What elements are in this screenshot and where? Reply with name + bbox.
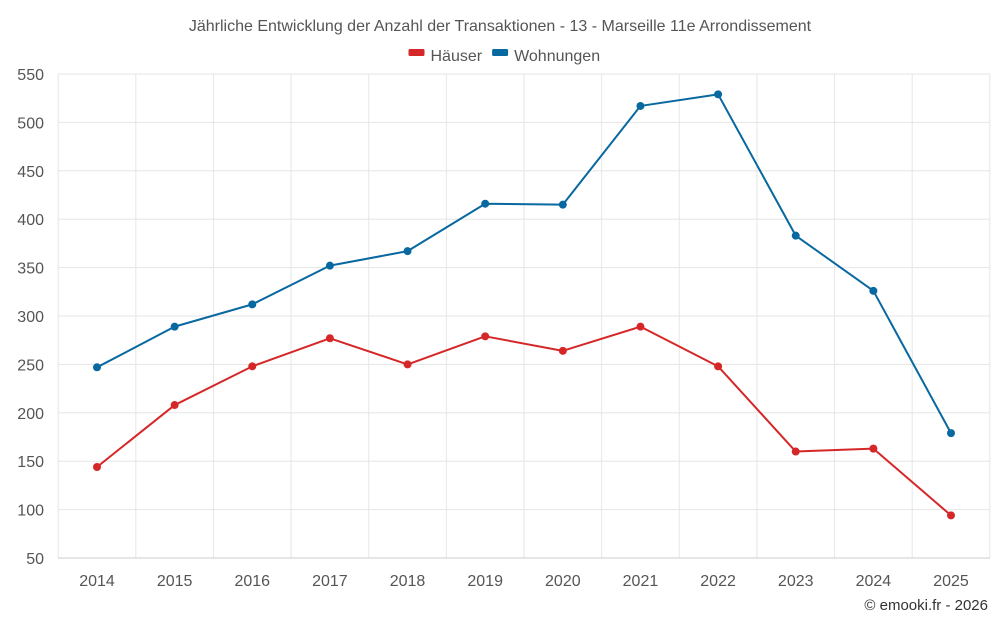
- data-point[interactable]: [93, 363, 101, 372]
- legend-swatch: [408, 49, 425, 56]
- data-point[interactable]: [947, 429, 955, 438]
- legend-swatch: [492, 49, 509, 56]
- data-point[interactable]: [791, 447, 800, 456]
- data-point[interactable]: [558, 346, 567, 355]
- data-point[interactable]: [170, 401, 179, 410]
- series-1: [93, 90, 955, 438]
- y-tick-label: 500: [17, 115, 44, 132]
- y-tick-label: 200: [17, 406, 44, 423]
- legend-label: Häuser: [431, 48, 483, 65]
- y-tick-label: 300: [17, 309, 44, 326]
- legend-item-1[interactable]: Wohnungen: [492, 48, 600, 65]
- data-point[interactable]: [248, 300, 257, 309]
- y-tick-label: 50: [26, 551, 44, 568]
- chart-credit: © emooki.fr - 2026: [864, 597, 988, 614]
- series-line: [96, 325, 952, 517]
- x-tick-label: 2016: [234, 573, 270, 590]
- data-point[interactable]: [558, 200, 567, 209]
- data-point[interactable]: [636, 322, 645, 331]
- x-tick-label: 2023: [778, 573, 814, 590]
- y-tick-label: 550: [17, 67, 44, 84]
- x-tick-label: 2015: [157, 573, 193, 590]
- data-point[interactable]: [325, 334, 334, 343]
- data-point[interactable]: [325, 261, 334, 270]
- data-point[interactable]: [869, 286, 878, 295]
- legend-label: Wohnungen: [514, 48, 600, 65]
- x-tick-label: 2017: [312, 573, 348, 590]
- data-point[interactable]: [248, 362, 257, 371]
- series-layer: [93, 90, 955, 520]
- y-tick-label: 150: [17, 454, 44, 471]
- data-point[interactable]: [714, 362, 723, 371]
- x-tick-label: 2022: [700, 573, 736, 590]
- y-tick-label: 250: [17, 357, 44, 374]
- y-tick-label: 100: [17, 503, 44, 520]
- data-point[interactable]: [170, 322, 179, 331]
- series-0: [93, 322, 955, 520]
- legend: Häuser Wohnungen: [408, 48, 600, 65]
- grid: [57, 73, 991, 558]
- data-point[interactable]: [403, 360, 412, 369]
- legend-item-0[interactable]: Häuser: [408, 48, 483, 65]
- x-tick-label: 2019: [467, 573, 503, 590]
- data-point[interactable]: [636, 101, 645, 110]
- data-point[interactable]: [947, 511, 955, 520]
- chart-title: Jährliche Entwicklung der Anzahl der Tra…: [189, 18, 812, 35]
- x-tick-label: 2014: [79, 573, 115, 590]
- y-tick-label: 350: [17, 261, 44, 278]
- series-line: [96, 93, 952, 434]
- y-tick-label: 400: [17, 212, 44, 229]
- y-tick-label: 450: [17, 164, 44, 181]
- data-point[interactable]: [791, 231, 800, 240]
- x-tick-label: 2020: [545, 573, 581, 590]
- x-tick-label: 2025: [933, 573, 969, 590]
- x-tick-label: 2024: [856, 573, 892, 590]
- x-axis: 2014 2015 2016 2017 2018 2019 2020 2021 2022 2023…: [58, 557, 990, 590]
- y-axis: 50 100 150 200 250 300 350 400 450 500 550: [17, 67, 44, 568]
- x-tick-label: 2021: [623, 573, 659, 590]
- data-point[interactable]: [714, 90, 723, 99]
- data-point[interactable]: [403, 247, 412, 256]
- data-point[interactable]: [481, 199, 490, 208]
- x-tick-label: 2018: [390, 573, 426, 590]
- data-point[interactable]: [93, 463, 101, 472]
- data-point[interactable]: [869, 444, 878, 453]
- data-point[interactable]: [481, 332, 490, 341]
